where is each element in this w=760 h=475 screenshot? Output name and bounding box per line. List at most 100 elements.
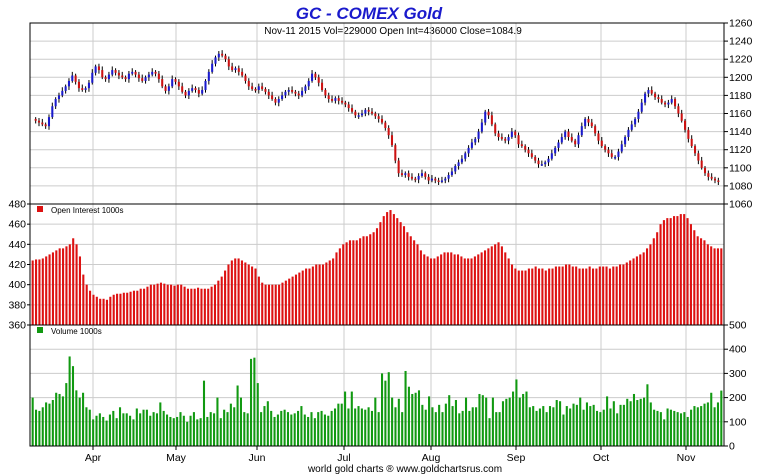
price-body-159 (564, 131, 567, 138)
volume-bar-121 (438, 404, 441, 446)
price-bar-188 (660, 95, 663, 105)
price-bar-201 (703, 165, 707, 176)
price-bar-197 (690, 135, 693, 148)
volume-bar-193 (679, 413, 683, 446)
volume-bar-196 (690, 409, 693, 446)
price-body-84 (314, 73, 317, 78)
oi-bar-46 (186, 288, 190, 325)
price-body-50 (201, 89, 204, 94)
volume-bar-127 (458, 413, 461, 446)
price-bar-173 (610, 149, 613, 159)
oi-bar-128 (463, 258, 466, 325)
price-bar-128 (460, 155, 463, 165)
price-body-107 (390, 135, 394, 146)
oi-bar-168 (598, 266, 601, 325)
price-body-1 (37, 120, 41, 123)
volume-bar-102 (374, 397, 377, 446)
price-tick-label-3: 1120 (729, 144, 752, 156)
price-bar-19 (97, 63, 100, 74)
price-body-162 (574, 140, 577, 145)
price-bar-167 (590, 118, 593, 128)
price-bar-120 (434, 176, 437, 184)
price-bar-0 (34, 117, 37, 124)
price-body-147 (524, 146, 527, 150)
volume-bar-22 (105, 420, 108, 446)
oi-bar-154 (551, 268, 554, 325)
price-bar-159 (564, 129, 567, 140)
price-body-164 (580, 126, 583, 136)
price-body-105 (384, 122, 387, 128)
price-body-155 (550, 153, 553, 159)
price-bar-84 (314, 71, 317, 81)
price-bar-57 (224, 53, 227, 62)
volume-bar-111 (404, 370, 407, 446)
volume-bar-48 (192, 412, 195, 446)
oi-bar-64 (247, 264, 250, 325)
volume-bar-42 (172, 418, 175, 446)
volume-bar-164 (582, 409, 585, 446)
price-body-67 (257, 86, 260, 90)
oi-bar-21 (102, 298, 105, 325)
price-bar-30 (134, 70, 137, 78)
volume-bar-91 (337, 403, 340, 446)
price-body-152 (540, 164, 543, 166)
oi-bar-157 (561, 266, 564, 325)
price-body-123 (444, 178, 447, 181)
volume-bar-52 (206, 416, 209, 446)
price-body-17 (91, 72, 94, 83)
oi-bar-197 (696, 236, 699, 325)
oi-bar-88 (328, 260, 331, 325)
price-bar-174 (614, 155, 617, 160)
price-bar-74 (281, 91, 284, 101)
price-body-79 (297, 93, 300, 96)
price-bar-37 (157, 70, 160, 83)
price-body-0 (34, 118, 37, 121)
price-body-30 (134, 71, 137, 75)
price-body-171 (604, 146, 607, 150)
oi-bar-144 (517, 270, 520, 325)
oi-bar-170 (605, 266, 608, 325)
oi-bar-4 (45, 256, 48, 325)
price-body-130 (467, 147, 470, 154)
price-bar-116 (420, 169, 423, 178)
oi-bar-24 (112, 294, 115, 325)
price-bar-166 (587, 116, 590, 127)
oi-bar-31 (136, 290, 139, 325)
price-bar-117 (424, 171, 427, 180)
price-bar-133 (477, 128, 480, 143)
oi-tick-label-5: 460 (8, 219, 26, 231)
oi-bar-45 (183, 286, 186, 325)
price-body-39 (164, 86, 167, 91)
oi-bar-12 (72, 238, 75, 325)
oi-bar-127 (460, 256, 463, 325)
volume-bar-160 (569, 408, 572, 446)
volume-bar-43 (176, 416, 179, 446)
price-body-83 (311, 73, 314, 81)
oi-bar-51 (203, 288, 206, 325)
volume-bar-145 (518, 397, 521, 446)
oi-bar-3 (41, 258, 44, 325)
price-body-32 (141, 78, 144, 81)
oi-bar-0 (31, 260, 34, 325)
price-bar-34 (147, 71, 150, 81)
volume-bar-170 (602, 409, 605, 446)
oi-bar-138 (497, 242, 500, 325)
price-bar-195 (684, 118, 687, 133)
price-bar-155 (550, 149, 553, 161)
volume-bar-124 (448, 395, 451, 446)
price-body-61 (237, 68, 240, 72)
price-bar-47 (191, 84, 194, 93)
price-bar-40 (167, 83, 170, 95)
volume-bar-191 (673, 410, 676, 446)
price-bar-3 (44, 122, 47, 129)
oi-bar-33 (143, 288, 146, 325)
price-body-33 (144, 77, 147, 81)
oi-bar-6 (51, 252, 54, 325)
oi-bar-123 (446, 252, 449, 325)
volume-bar-182 (643, 397, 646, 446)
oi-bar-120 (436, 256, 439, 325)
price-body-100 (367, 109, 370, 112)
price-body-132 (474, 138, 477, 143)
price-body-189 (664, 102, 667, 105)
oi-bar-202 (713, 248, 716, 325)
